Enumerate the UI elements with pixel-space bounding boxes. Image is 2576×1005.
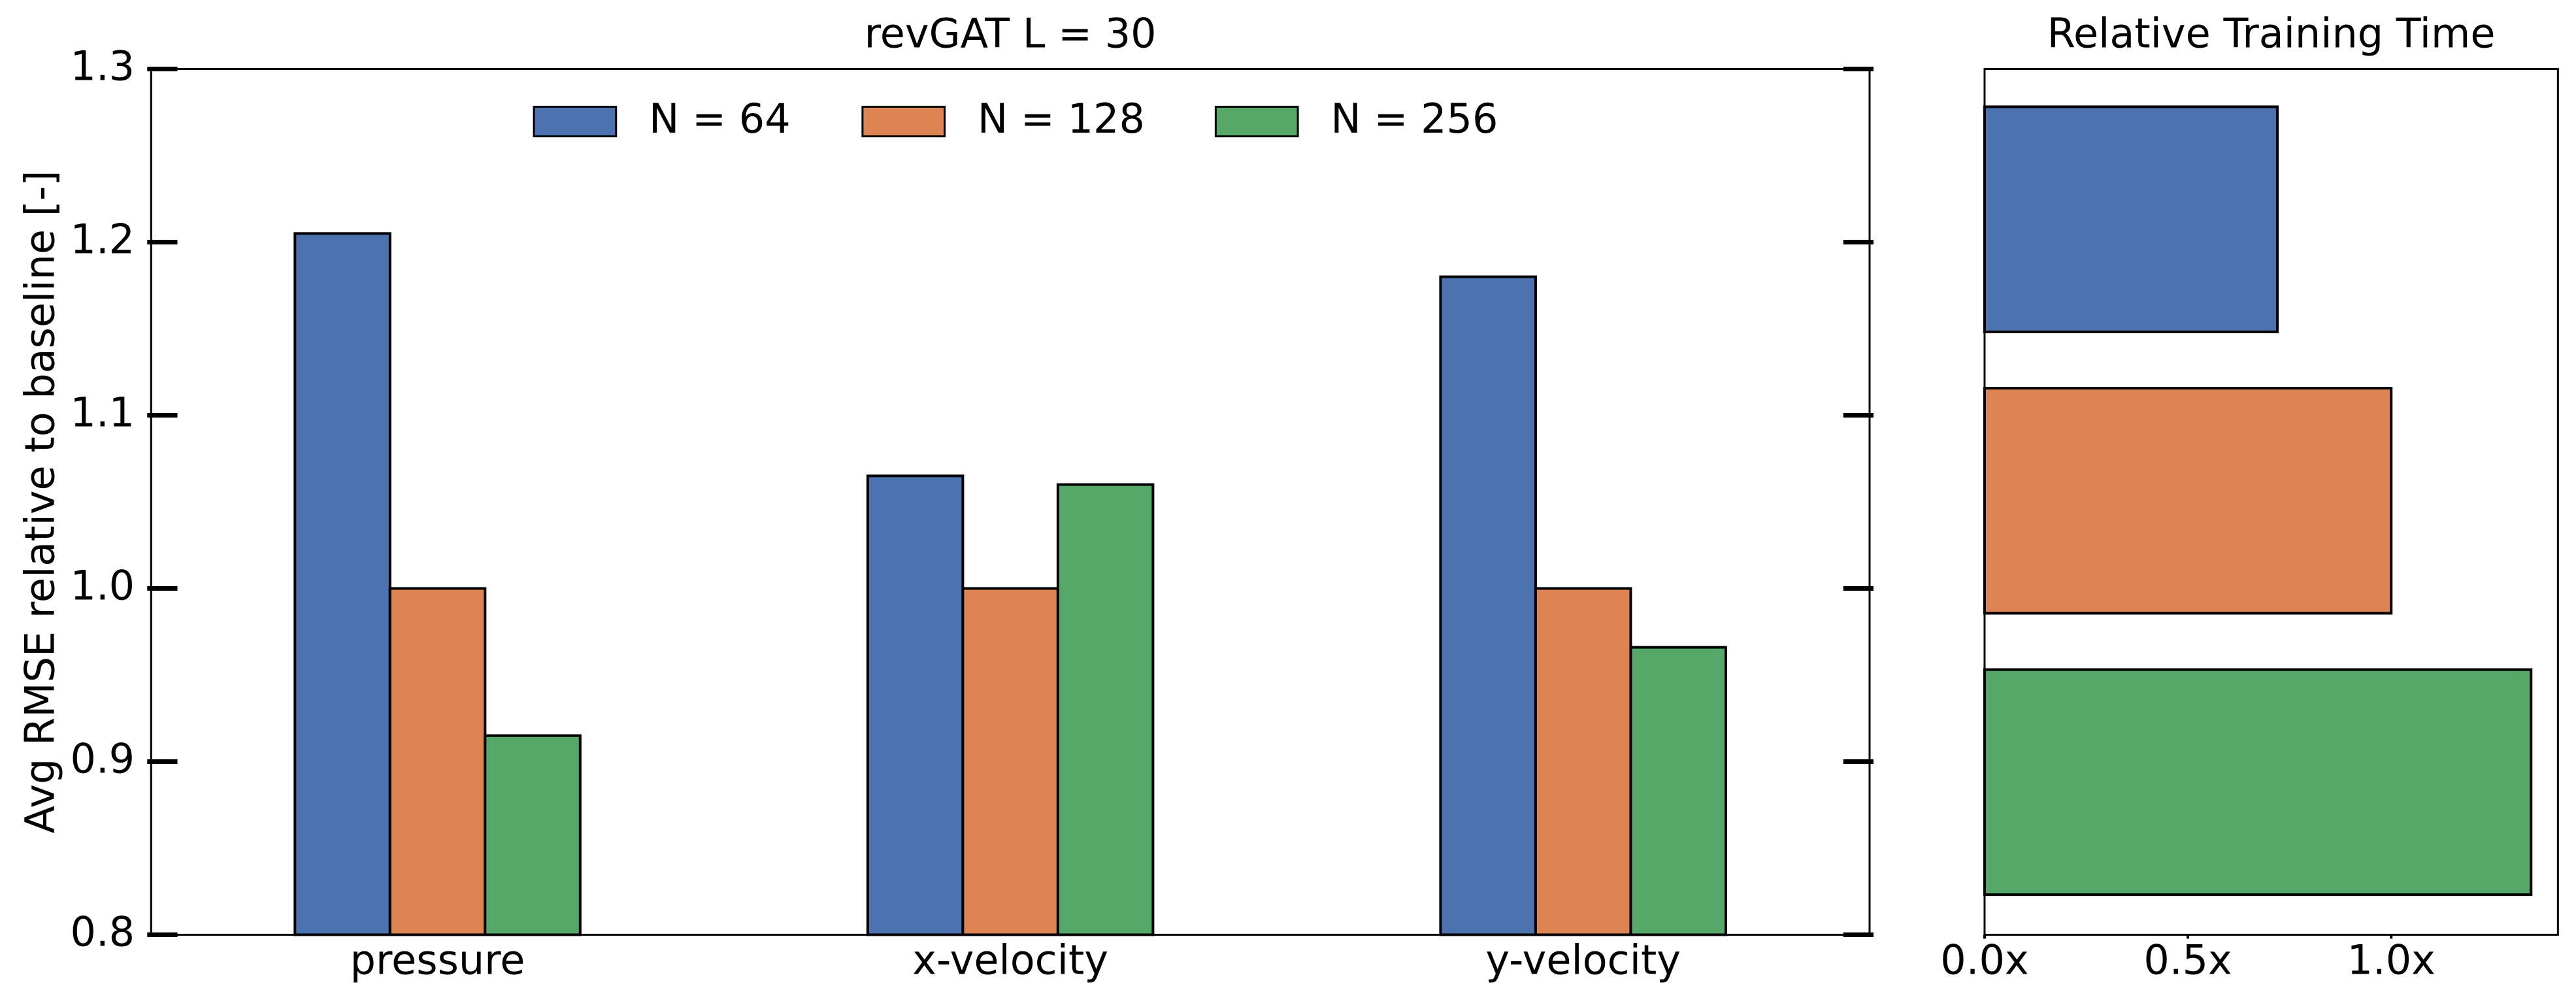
legend-label: N = 256: [1330, 95, 1498, 142]
y-tick-label: 1.2: [71, 216, 135, 263]
legend-label: N = 128: [978, 95, 1145, 142]
y-tick-label: 1.0: [71, 562, 135, 610]
x-tick-label: y-velocity: [1485, 936, 1681, 983]
bar: [484, 734, 582, 936]
y-tick-label: 1.1: [71, 389, 135, 437]
x-tick-label: 0.5x: [2143, 936, 2232, 983]
y-tick-label: 0.9: [71, 735, 135, 783]
axes-frame: [1983, 68, 2559, 936]
chart-title: Relative Training Time: [2047, 9, 2496, 57]
legend-swatch: [533, 105, 618, 138]
bar: [1983, 105, 2279, 333]
bar: [866, 474, 965, 936]
legend-swatch: [861, 105, 946, 138]
chart-title: revGAT L = 30: [865, 9, 1157, 57]
bar: [1983, 387, 2393, 615]
bar: [1056, 483, 1155, 936]
bar: [961, 587, 1059, 936]
bar: [388, 587, 487, 936]
legend-swatch: [1214, 105, 1299, 138]
x-tick-label: 1.0x: [2347, 936, 2436, 983]
axes-frame: [150, 68, 1871, 936]
x-tick-label: x-velocity: [912, 936, 1108, 983]
bar: [1629, 646, 1727, 936]
y-axis-label: Avg RMSE relative to baseline [-]: [16, 171, 63, 834]
x-tick-label: pressure: [350, 936, 525, 983]
legend-label: N = 64: [649, 95, 791, 142]
x-tick-label: 0.0x: [1940, 936, 2028, 983]
bar: [1534, 587, 1632, 936]
y-tick-label: 1.3: [71, 42, 135, 90]
bar: [1439, 275, 1537, 936]
bar: [1983, 668, 2533, 897]
bar: [293, 232, 391, 936]
y-tick-label: 0.8: [71, 908, 135, 956]
